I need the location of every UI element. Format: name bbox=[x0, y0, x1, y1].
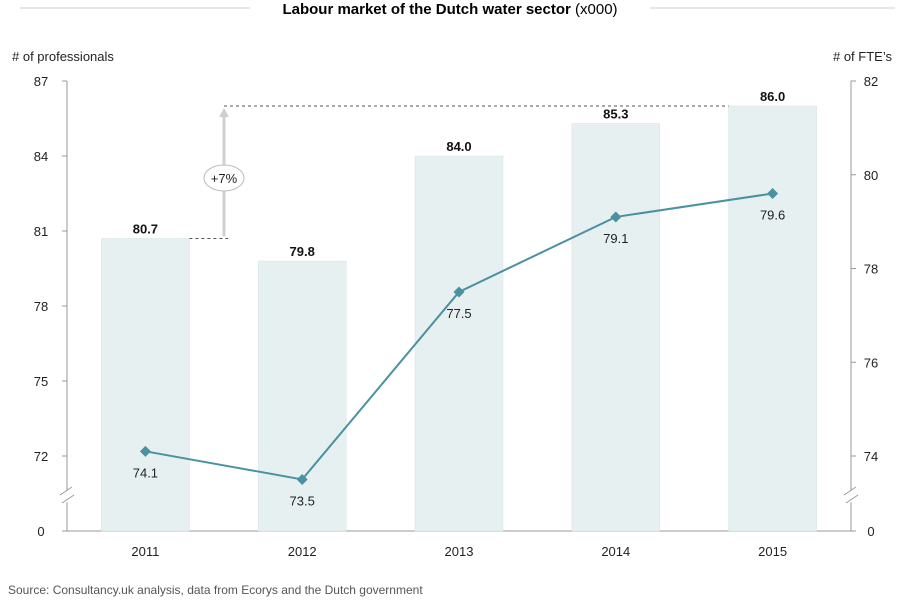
left-tick-label: 78 bbox=[34, 299, 48, 314]
right-tick-label: 76 bbox=[864, 355, 878, 370]
bar-2014 bbox=[571, 123, 661, 532]
line-value-label: 77.5 bbox=[446, 306, 471, 321]
fte-point-2013 bbox=[453, 286, 465, 298]
x-tick-label: 2011 bbox=[131, 544, 159, 559]
bar-2013 bbox=[414, 155, 504, 532]
fte-point-2012 bbox=[296, 473, 308, 485]
right-axis-break-mark bbox=[843, 486, 857, 496]
data-labels: 80.7 79.8 84.0 85.3 86.0 74.1 73.5 77.5 79.1 79.6 bbox=[133, 89, 786, 508]
left-axis-break-mark bbox=[59, 486, 73, 496]
annotation-bubble bbox=[203, 164, 245, 192]
growth-annotation: +7% bbox=[189, 105, 729, 239]
line-value-label: 79.6 bbox=[760, 208, 785, 223]
right-axis-title: # of FTE’s bbox=[833, 49, 893, 64]
x-tick-label: 2013 bbox=[445, 544, 474, 559]
bars bbox=[101, 105, 817, 532]
right-axis-break-mark bbox=[845, 494, 859, 504]
fte-point-2015 bbox=[767, 188, 779, 199]
fte-point-2014 bbox=[610, 211, 622, 223]
bar-2012 bbox=[257, 260, 347, 532]
line-value-label: 73.5 bbox=[290, 493, 315, 508]
x-tick-label: 2012 bbox=[288, 544, 317, 559]
line-value-label: 79.1 bbox=[603, 231, 628, 246]
bar-value-label: 86.0 bbox=[760, 89, 785, 104]
left-tick-label: 0 bbox=[37, 524, 44, 539]
x-tick-label: 2014 bbox=[601, 544, 630, 559]
line-value-label: 74.1 bbox=[133, 465, 158, 480]
left-axis-break-mark bbox=[61, 494, 75, 504]
right-tick-label: 80 bbox=[864, 168, 878, 183]
left-tick-label: 75 bbox=[34, 374, 48, 389]
right-tick-label: 78 bbox=[864, 262, 878, 277]
bar-2011 bbox=[101, 238, 190, 532]
left-tick-label: 81 bbox=[34, 224, 48, 239]
bar-value-label: 80.7 bbox=[133, 222, 158, 237]
left-tick-label: 87 bbox=[34, 74, 48, 89]
right-tick-label: 0 bbox=[867, 524, 874, 539]
source-note: Source: Consultancy.uk analysis, data fr… bbox=[8, 583, 423, 597]
chart-title-unit: (x000) bbox=[571, 1, 618, 18]
fte-line-series bbox=[139, 188, 779, 485]
chart-title: Labour market of the Dutch water sector … bbox=[282, 1, 617, 18]
bar-value-label: 84.0 bbox=[446, 139, 471, 154]
bar-value-label: 79.8 bbox=[290, 244, 315, 259]
x-tick-label: 2015 bbox=[758, 544, 787, 559]
right-tick-label: 74 bbox=[864, 449, 878, 464]
left-tick-label: 72 bbox=[34, 449, 48, 464]
fte-point-2011 bbox=[139, 445, 151, 457]
bar-value-label: 85.3 bbox=[603, 107, 628, 122]
annotation-text: +7% bbox=[211, 171, 238, 186]
bar-2015 bbox=[728, 105, 817, 532]
left-axis-title: # of professionals bbox=[12, 49, 114, 64]
left-tick-label: 84 bbox=[34, 149, 48, 164]
annotation-arrow-head bbox=[219, 108, 229, 117]
chart-title-bold: Labour market of the Dutch water sector bbox=[282, 1, 571, 18]
right-tick-label: 82 bbox=[864, 74, 878, 89]
